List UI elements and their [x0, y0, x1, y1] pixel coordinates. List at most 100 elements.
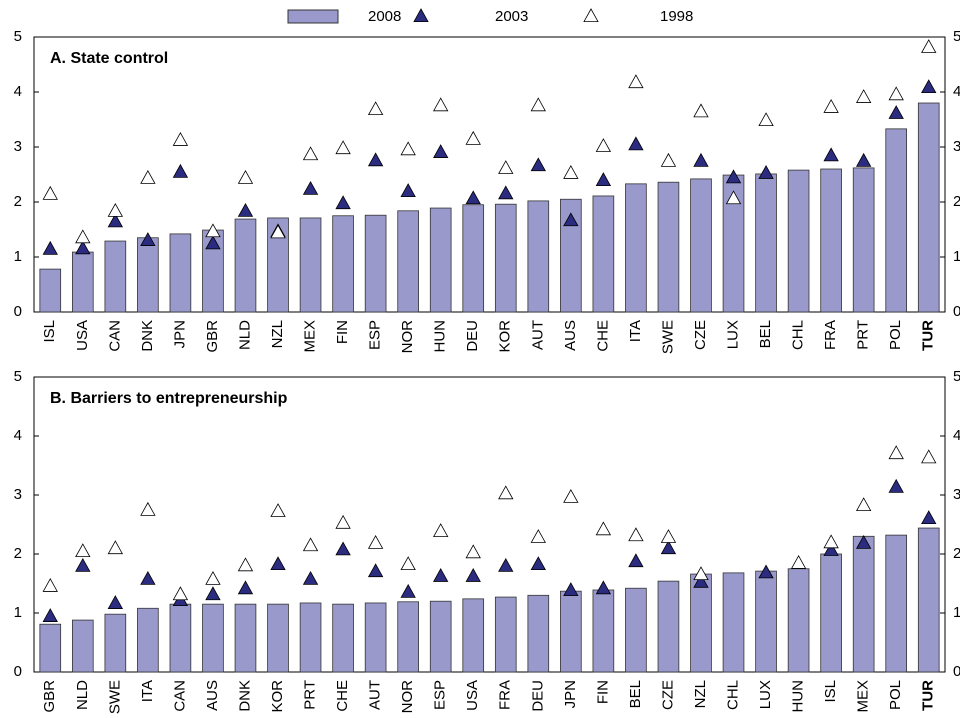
y-tick-label: 0: [14, 303, 22, 320]
triangle-marker: [335, 195, 351, 210]
triangle-marker: [921, 39, 937, 53]
triangle-marker: [172, 163, 189, 178]
x-tick-label: CZE: [692, 320, 709, 350]
triangle-marker: [498, 557, 514, 572]
triangle-marker: [42, 240, 58, 255]
triangle-marker: [628, 553, 644, 568]
plot-frame: [33, 36, 946, 313]
triangle-marker: [693, 566, 709, 581]
legend-swatch: [583, 8, 599, 23]
x-tick-label: MEX: [302, 320, 319, 353]
triangle-marker: [823, 147, 839, 162]
triangle-marker: [433, 523, 449, 537]
triangle-marker: [855, 89, 872, 103]
x-tick-label: PRT: [855, 320, 872, 350]
triangle-marker: [888, 105, 904, 119]
bar: [625, 587, 647, 673]
triangle-marker: [140, 232, 156, 246]
x-tick-label: ISL: [41, 320, 58, 343]
x-tick-label: AUT: [367, 680, 384, 710]
y-tick-label: 3: [14, 138, 22, 155]
triangle-marker: [140, 570, 156, 585]
bar: [722, 572, 745, 673]
bar: [657, 181, 680, 313]
x-tick-label: SWE: [659, 320, 676, 354]
triangle-marker: [758, 564, 774, 579]
x-tick-label: JPN: [171, 320, 188, 348]
x-tick-label: ISL: [822, 680, 839, 703]
bar: [592, 195, 615, 313]
bar: [755, 173, 777, 313]
x-tick-label: NOR: [399, 680, 416, 714]
triangle-marker: [888, 86, 904, 101]
triangle-marker: [172, 132, 189, 146]
triangle-marker: [367, 152, 384, 167]
triangle-marker: [433, 144, 449, 158]
plot-frame: [33, 376, 946, 673]
x-tick-label: CHL: [724, 680, 741, 710]
triangle-marker: [270, 224, 286, 239]
triangle-marker: [465, 190, 481, 205]
x-tick-label: MEX: [855, 680, 872, 713]
x-tick-label: AUT: [529, 320, 546, 350]
bar: [917, 527, 940, 673]
bar: [852, 167, 875, 313]
triangle-marker: [628, 527, 644, 542]
x-tick-label: LUX: [724, 320, 741, 349]
bar: [137, 237, 159, 313]
x-tick-label: CAN: [171, 680, 188, 712]
triangle-marker: [530, 97, 546, 112]
triangle-marker: [237, 169, 254, 184]
y2-tick-label: 1: [953, 248, 960, 265]
bar: [202, 603, 224, 673]
x-tick-label: USA: [74, 320, 91, 351]
triangle-marker: [888, 478, 904, 493]
legend-swatch: [413, 8, 429, 23]
bar: [755, 570, 777, 673]
triangle-marker: [758, 112, 774, 127]
triangle-marker: [563, 165, 579, 179]
x-tick-label: DEU: [464, 320, 481, 352]
triangle-marker: [75, 229, 91, 244]
triangle-marker: [725, 190, 742, 205]
triangle-marker: [107, 202, 124, 217]
triangle-marker: [302, 180, 319, 195]
triangle-marker: [498, 185, 514, 200]
bar: [494, 203, 517, 313]
bar: [560, 590, 582, 673]
bar: [234, 603, 257, 673]
triangle-marker: [335, 140, 351, 155]
triangle-marker: [205, 586, 221, 601]
bar: [104, 240, 127, 313]
bar: [527, 594, 550, 673]
y-tick-label: 2: [14, 545, 22, 562]
y2-tick-label: 3: [953, 486, 960, 503]
x-tick-label: FRA: [497, 680, 514, 710]
triangle-marker: [693, 103, 709, 118]
bar: [429, 600, 452, 673]
triangle-marker: [270, 503, 286, 517]
y-tick-label: 5: [14, 28, 22, 45]
y2-tick-label: 2: [953, 193, 960, 210]
triangle-marker: [530, 556, 546, 571]
bar: [820, 168, 842, 313]
x-tick-label: CHL: [790, 320, 807, 350]
triangle-marker: [400, 583, 416, 598]
x-tick-label: BEL: [627, 680, 644, 708]
panel-title: B. Barriers to entrepreneurship: [50, 390, 288, 407]
x-tick-label: JPN: [562, 680, 579, 708]
x-tick-label: NLD: [74, 680, 91, 710]
triangle-marker: [888, 445, 904, 460]
triangle-marker: [660, 152, 677, 167]
triangle-marker: [628, 136, 644, 151]
x-tick-label: NOR: [399, 320, 416, 354]
triangle-marker: [693, 573, 709, 588]
triangle-marker: [498, 160, 514, 174]
triangle-marker: [172, 586, 189, 601]
bar: [169, 233, 192, 313]
y2-tick-label: 1: [953, 604, 960, 621]
x-tick-label: ITA: [139, 680, 156, 702]
triangle-marker: [595, 580, 612, 595]
triangle-marker: [595, 138, 612, 152]
